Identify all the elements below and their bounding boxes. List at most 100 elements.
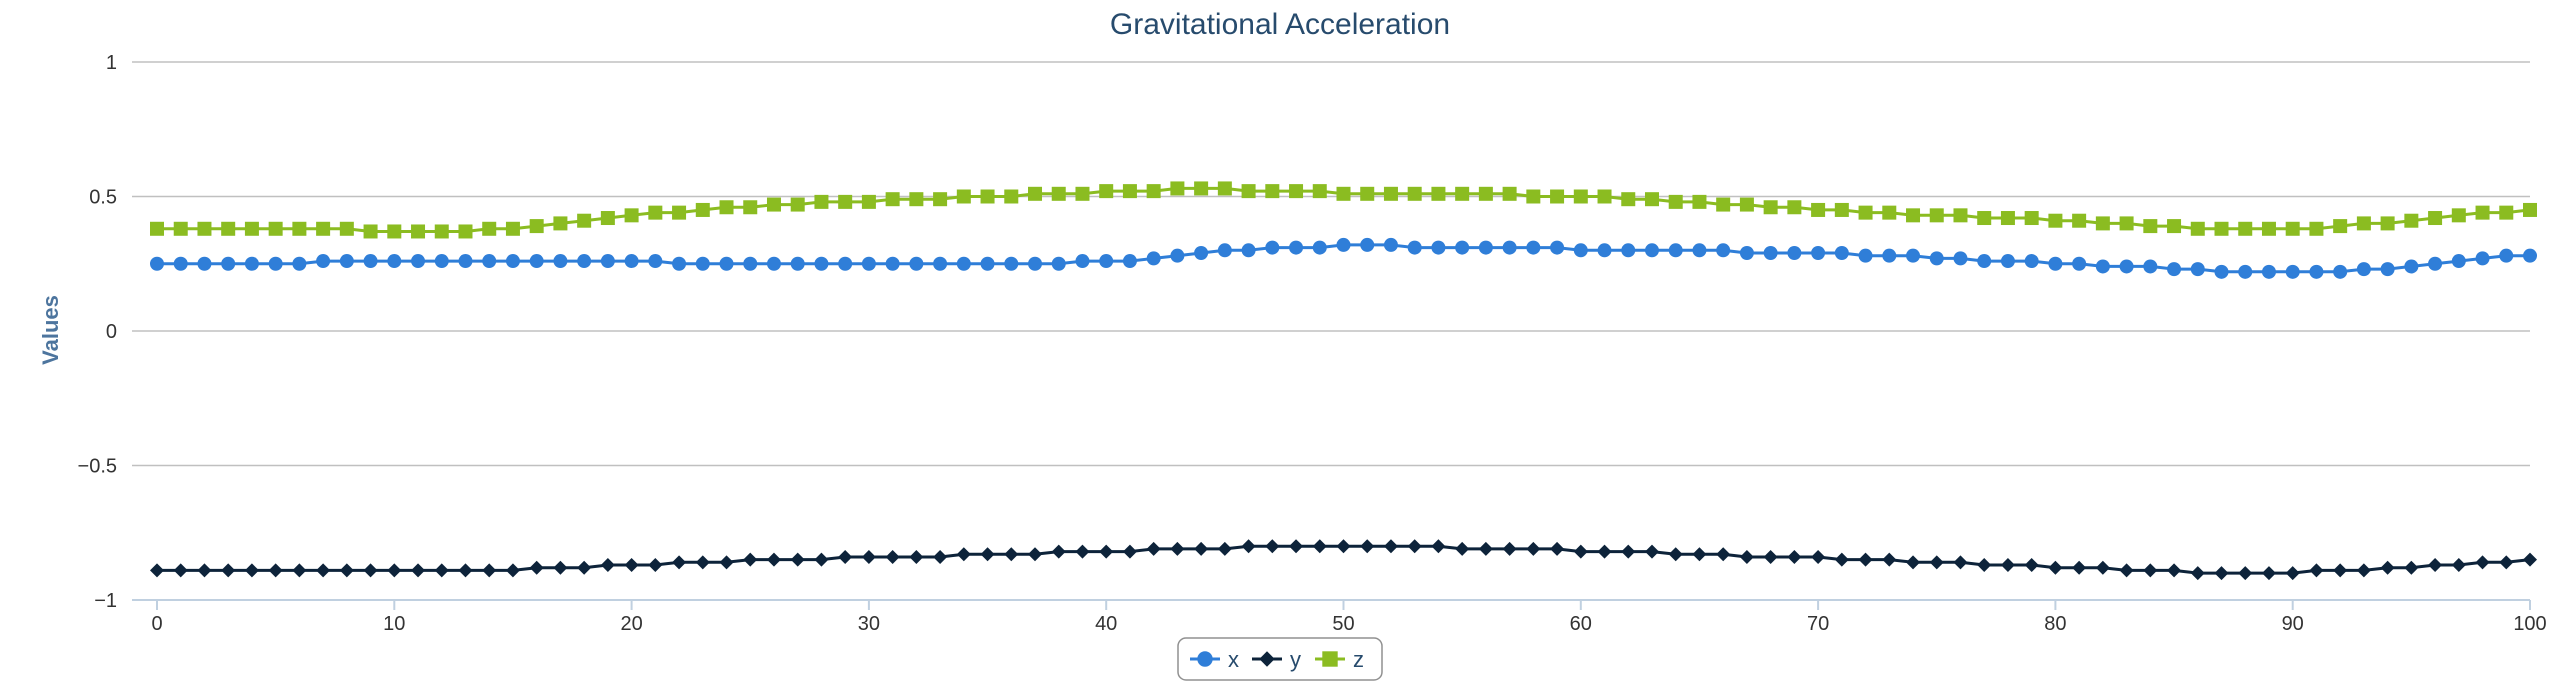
data-point-y [2167, 563, 2182, 578]
x-tick-label: 0 [151, 613, 162, 635]
data-point-x [1644, 243, 1659, 258]
data-point-z [221, 221, 236, 236]
data-point-y [2309, 563, 2324, 578]
data-point-x [458, 254, 473, 269]
data-point-z [1170, 181, 1185, 196]
data-point-y [980, 547, 995, 562]
data-point-x [268, 256, 283, 271]
data-point-y [1455, 541, 1470, 556]
data-point-x [529, 254, 544, 269]
data-point-z [2285, 221, 2300, 236]
data-point-y [434, 563, 449, 578]
data-point-z [505, 221, 520, 236]
data-point-y [695, 555, 710, 570]
data-point-z [244, 221, 259, 236]
data-point-x [1312, 240, 1327, 255]
data-point-x [814, 256, 829, 271]
x-tick-label: 30 [858, 613, 880, 635]
data-point-y [1383, 539, 1398, 554]
data-point-x [1977, 254, 1992, 269]
data-point-y [363, 563, 378, 578]
data-point-x [197, 256, 212, 271]
data-point-z [885, 192, 900, 207]
data-point-y [814, 552, 829, 567]
y-tick-label: 1 [106, 52, 117, 74]
data-point-z [600, 211, 615, 226]
x-tick-label: 90 [2282, 613, 2304, 635]
data-point-x [885, 256, 900, 271]
data-point-y [624, 558, 639, 573]
data-point-x [411, 254, 426, 269]
data-point-x [553, 254, 568, 269]
data-point-y [1478, 541, 1493, 556]
data-point-x [1004, 256, 1019, 271]
data-point-y [2380, 560, 2395, 575]
data-point-x [1526, 240, 1541, 255]
data-point-x [624, 254, 639, 269]
data-point-y [1644, 544, 1659, 559]
data-point-z [1739, 197, 1754, 212]
legend-item-x[interactable]: x [1190, 647, 1239, 672]
data-point-y [1763, 549, 1778, 564]
series-x [150, 237, 2537, 279]
data-point-z [719, 200, 734, 215]
data-point-y [1550, 541, 1565, 556]
data-point-z [2499, 205, 2514, 220]
data-point-x [387, 254, 402, 269]
data-point-z [339, 221, 354, 236]
x-tick-labels: 0 10 20 30 40 50 60 70 80 90 100 [151, 600, 2547, 635]
data-point-y [2285, 566, 2300, 581]
data-point-x [2214, 264, 2229, 279]
data-point-z [1882, 205, 1897, 220]
data-point-z [743, 200, 758, 215]
data-point-x [1217, 243, 1232, 258]
data-point-z [173, 221, 188, 236]
legend-item-y[interactable]: y [1252, 647, 1301, 672]
data-point-z [1146, 184, 1161, 199]
data-point-y [2190, 566, 2205, 581]
data-point-z [1692, 194, 1707, 209]
data-point-z [1621, 192, 1636, 207]
data-point-x [339, 254, 354, 269]
data-point-x [505, 254, 520, 269]
data-point-z [624, 208, 639, 223]
y-tick-label: 0 [106, 321, 117, 343]
data-point-y [1051, 544, 1066, 559]
data-point-x [2285, 264, 2300, 279]
data-point-x [1455, 240, 1470, 255]
data-point-y [1004, 547, 1019, 562]
data-point-x [1289, 240, 1304, 255]
data-point-x [1478, 240, 1493, 255]
data-point-y [1668, 547, 1683, 562]
data-point-z [2356, 216, 2371, 231]
data-point-z [553, 216, 568, 231]
data-point-z [2072, 213, 2087, 228]
data-point-y [1265, 539, 1280, 554]
data-point-y [2523, 552, 2537, 567]
y-tick-label: −0.5 [78, 456, 117, 478]
data-point-z [1051, 186, 1066, 201]
data-point-y [577, 560, 592, 575]
data-point-y [838, 549, 853, 564]
legend-item-z[interactable]: z [1315, 647, 1364, 672]
data-point-y [1716, 547, 1731, 562]
data-point-z [814, 194, 829, 209]
data-point-x [1028, 256, 1043, 271]
data-point-x [1099, 254, 1114, 269]
data-point-y [648, 558, 663, 573]
data-point-x [766, 256, 781, 271]
data-point-y [1882, 552, 1897, 567]
data-point-x [1739, 245, 1754, 260]
data-point-x [1407, 240, 1422, 255]
data-point-z [2523, 202, 2537, 217]
data-point-x [1336, 237, 1351, 252]
data-point-x [909, 256, 924, 271]
data-point-z [1858, 205, 1873, 220]
data-point-z [363, 224, 378, 239]
data-point-y [316, 563, 331, 578]
data-point-x [1716, 243, 1731, 258]
legend[interactable]: x y z [1177, 637, 1383, 681]
data-point-x [2333, 264, 2348, 279]
data-point-x [1122, 254, 1137, 269]
